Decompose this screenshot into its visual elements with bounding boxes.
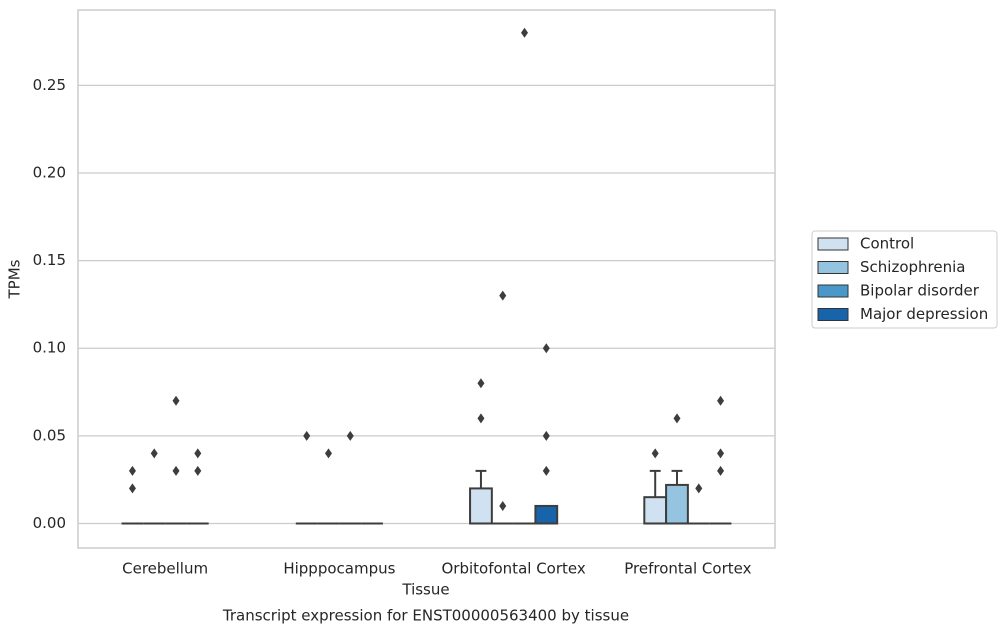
x-tick-label: Orbitofontal Cortex xyxy=(442,560,586,578)
outlier xyxy=(194,448,202,459)
x-tick-label: Hipppocampus xyxy=(283,560,395,578)
outlier xyxy=(150,448,158,459)
outlier xyxy=(128,483,136,494)
legend-label: Schizophrenia xyxy=(860,258,965,276)
legend-swatch xyxy=(817,237,849,251)
outlier xyxy=(695,483,703,494)
outlier xyxy=(499,290,507,301)
x-axis-label: Tissue xyxy=(401,581,449,599)
y-tick-label: 0.20 xyxy=(33,163,66,181)
legend xyxy=(811,230,998,329)
legend-swatch xyxy=(817,284,849,298)
outlier xyxy=(717,395,725,406)
outlier xyxy=(542,343,550,354)
outlier xyxy=(717,448,725,459)
y-tick-label: 0.25 xyxy=(33,76,66,94)
outlier xyxy=(521,27,529,38)
outlier xyxy=(717,465,725,476)
x-tick-label: Prefrontal Cortex xyxy=(624,560,751,578)
outlier xyxy=(303,430,311,441)
outlier xyxy=(477,378,485,389)
outlier xyxy=(346,430,354,441)
outlier xyxy=(499,500,507,511)
x-tick-label: Cerebellum xyxy=(122,560,208,578)
outlier xyxy=(194,465,202,476)
legend-label: Major depression xyxy=(860,305,988,323)
chart-title: Transcript expression for ENST0000056340… xyxy=(222,607,629,625)
box xyxy=(665,483,689,525)
y-tick-label: 0.15 xyxy=(33,251,66,269)
outlier xyxy=(128,465,136,476)
box xyxy=(469,487,493,525)
legend-label: Control xyxy=(860,235,914,253)
outlier xyxy=(651,448,659,459)
outlier xyxy=(542,465,550,476)
y-tick-label: 0.05 xyxy=(33,426,66,444)
outlier xyxy=(542,430,550,441)
box xyxy=(643,496,668,525)
outlier xyxy=(172,465,180,476)
outlier xyxy=(673,413,681,424)
y-axis-label: TPMs xyxy=(6,259,24,299)
legend-label: Bipolar disorder xyxy=(860,282,980,300)
legend-swatch xyxy=(817,308,849,321)
outlier xyxy=(172,395,180,406)
y-tick-label: 0.10 xyxy=(33,339,66,357)
plot-frame xyxy=(77,9,776,549)
outlier xyxy=(477,413,485,424)
y-tick-label: 0.00 xyxy=(33,514,66,532)
box xyxy=(534,504,559,525)
legend-swatch xyxy=(817,261,849,274)
outlier xyxy=(324,448,332,459)
